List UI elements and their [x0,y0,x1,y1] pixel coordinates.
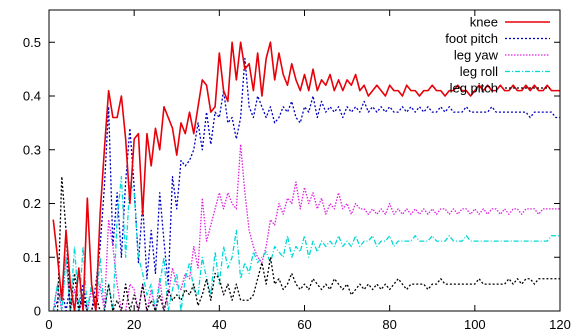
y-tick-label: 0.3 [23,142,41,157]
y-tick-label: 0 [34,304,41,319]
legend-label: leg pitch [450,81,498,96]
legend-label: leg roll [460,64,498,79]
legend-label: leg yaw [454,48,499,63]
x-tick-label: 60 [297,317,311,332]
x-tick-label: 100 [464,317,486,332]
x-tick-label: 0 [45,317,52,332]
legend-label: knee [470,15,498,30]
x-tick-label: 20 [127,317,141,332]
y-tick-label: 0.2 [23,196,41,211]
series-layer [52,41,560,311]
series-line-leg-pitch [53,175,560,311]
series-line-knee [52,41,560,311]
axis-layer: 0 20 40 60 80 100 120 0 0.1 0.2 0.3 0.4 0.5 [23,10,571,332]
y-tick-label: 0.1 [23,250,41,265]
legend-label: foot pitch [445,31,498,46]
x-tick-label: 120 [549,317,571,332]
series-line-leg-roll [52,175,560,311]
x-tick-label: 80 [382,317,396,332]
y-tick-label: 0.4 [23,89,41,104]
y-tick-label: 0.5 [23,35,41,50]
x-tick-label: 40 [212,317,226,332]
